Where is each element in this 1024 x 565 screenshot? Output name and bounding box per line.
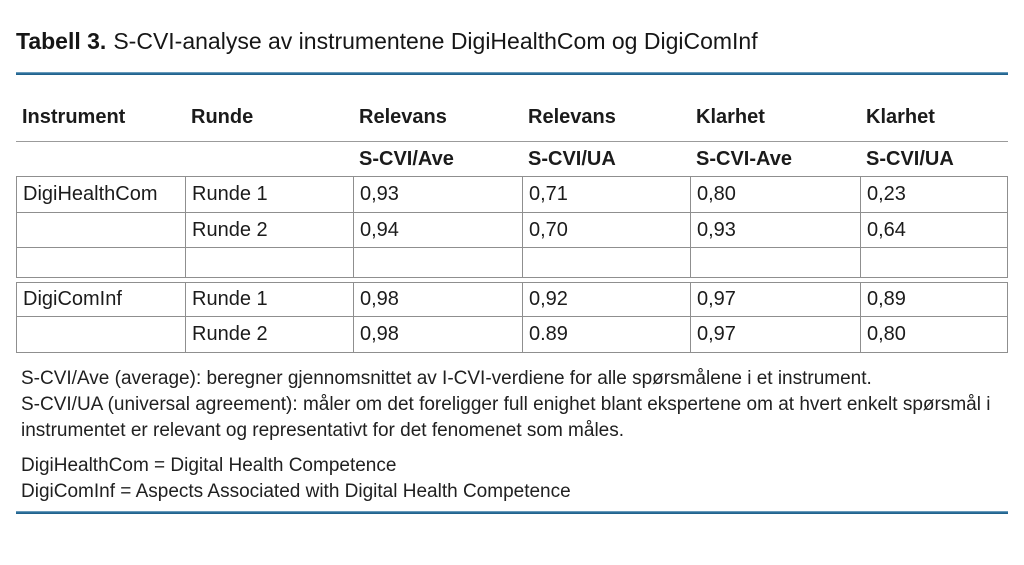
definition-digihealthcom: DigiHealthCom = Digital Health Competenc… [21, 455, 397, 476]
subheader-divider [16, 176, 1008, 177]
table-cell: 0,92 [523, 283, 691, 316]
table-cell [354, 248, 523, 277]
table-cell: 0,94 [354, 213, 523, 247]
table-row-digihealthcom-runde2: Runde 2 0,94 0,70 0,93 0,64 [16, 213, 1008, 248]
table-cell: 0,97 [691, 317, 861, 352]
table-cell: 0,98 [354, 317, 523, 352]
table-cell: 0,97 [691, 283, 861, 316]
page-title: Tabell 3. S-CVI-analyse av instrumentene … [16, 26, 1008, 56]
top-accent-rule [16, 72, 1008, 75]
scvi-table: Instrument Runde Relevans Relevans Klarh… [16, 75, 1008, 353]
table-footnotes: S-CVI/Ave (average): beregner gjennomsni… [16, 366, 1006, 444]
footnote-scvi-ua: S-CVI/UA (universal agreement): måler om… [21, 394, 991, 441]
table-cell [523, 248, 691, 277]
subheader-scvi-ua-relevans: S-CVI/UA [528, 147, 616, 170]
table-cell: 0,64 [867, 218, 906, 241]
subheader-scvi-ua-klarhet: S-CVI/UA [866, 147, 954, 170]
column-header-klarhet-ave: Klarhet [696, 106, 765, 128]
table-cell [17, 317, 186, 352]
table-cell [691, 248, 861, 277]
table-cell [186, 248, 354, 277]
table-row-digicominf-runde2: Runde 2 0,98 0.89 0,97 0,80 [16, 317, 1008, 353]
column-header-runde: Runde [191, 106, 254, 128]
table-figure: Tabell 3. S-CVI-analyse av instrumentene … [0, 26, 1024, 514]
table-cell: DigiHealthCom [17, 177, 186, 212]
definition-digicominf: DigiComInf = Aspects Associated with Dig… [21, 481, 571, 502]
table-cell [17, 213, 186, 247]
table-cell: 0,93 [354, 177, 523, 212]
abbreviation-definitions: DigiHealthCom = Digital Health Competenc… [16, 453, 1008, 505]
table-cell: 0.89 [523, 317, 691, 352]
table-cell [861, 248, 1007, 277]
table-cell: 0,80 [691, 177, 861, 212]
table-cell: 0,80 [867, 323, 906, 345]
subheader-scvi-ave-klarhet: S-CVI-Ave [696, 147, 792, 170]
column-header-instrument: Instrument [22, 106, 126, 128]
column-header-relevans-ave: Relevans [359, 106, 447, 128]
table-cell: 0,71 [523, 177, 691, 212]
table-cell [17, 248, 186, 277]
table-cell: 0,89 [867, 288, 906, 310]
header-divider [16, 141, 1008, 142]
table-cell: Runde 1 [186, 283, 354, 316]
table-subheader-row: S-CVI/Ave S-CVI/UA S-CVI-Ave S-CVI/UA [16, 142, 1008, 176]
bottom-accent-rule [16, 511, 1008, 514]
table-cell: Runde 1 [186, 177, 354, 212]
column-header-klarhet-ua: Klarhet [866, 106, 935, 128]
table-title-text: S-CVI-analyse av instrumentene DigiHealt… [113, 28, 758, 54]
table-cell: 0,70 [523, 213, 691, 247]
table-cell: 0,23 [867, 183, 906, 205]
table-cell: 0,98 [354, 283, 523, 316]
table-cell: Runde 2 [186, 317, 354, 352]
footnote-scvi-ave: S-CVI/Ave (average): beregner gjennomsni… [21, 368, 872, 389]
table-row-digicominf-runde1: DigiComInf Runde 1 0,98 0,92 0,97 0,89 [16, 282, 1008, 317]
table-cell: DigiComInf [17, 283, 186, 316]
column-header-relevans-ua: Relevans [528, 106, 616, 128]
table-row-spacer [16, 248, 1008, 278]
table-header-row: Instrument Runde Relevans Relevans Klarh… [16, 75, 1008, 141]
subheader-scvi-ave-relevans: S-CVI/Ave [359, 147, 454, 170]
table-row-digihealthcom-runde1: DigiHealthCom Runde 1 0,93 0,71 0,80 0,2… [16, 177, 1008, 213]
table-cell: 0,93 [691, 213, 861, 247]
table-number-label: Tabell 3. [16, 28, 107, 54]
table-cell: Runde 2 [186, 213, 354, 247]
